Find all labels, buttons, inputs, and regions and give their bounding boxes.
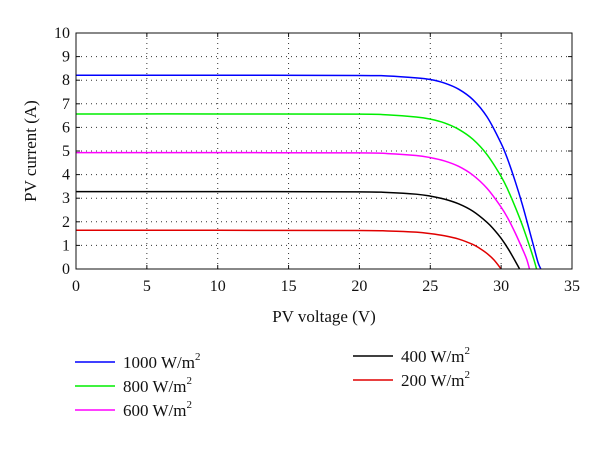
x-tick-label: 15 [281,278,297,295]
y-axis-label: PV current (A) [21,100,40,202]
legend-label-superscript: 2 [195,351,201,363]
y-tick-label: 7 [62,96,70,113]
x-tick-label: 5 [143,278,151,295]
y-tick-label: 1 [62,237,70,254]
legend-label-superscript: 2 [186,375,192,387]
legend-label-0: 1000 W/m2 [123,351,200,372]
series-lines [75,74,542,270]
y-tick-label: 3 [62,190,70,207]
y-tick-label: 5 [62,143,70,160]
y-tick-label: 6 [62,119,70,136]
x-tick-label: 10 [210,278,226,295]
tick-marks [75,32,573,270]
legend-label-text: 400 W/m [401,347,464,366]
x-tick-label: 30 [493,278,509,295]
x-axis-label: PV voltage (V) [272,307,376,326]
y-tick-label: 8 [62,72,70,89]
series-line-2 [75,151,531,270]
legend-label-3: 400 W/m2 [401,345,470,366]
legend-label-superscript: 2 [464,345,470,357]
series-line-0 [75,74,542,270]
x-tick-label: 25 [422,278,438,295]
y-tick-label: 0 [62,261,70,278]
series-line-1 [75,113,538,270]
series-line-4 [75,229,502,270]
x-tick-label: 0 [72,278,80,295]
legend-label-text: 1000 W/m [123,353,195,372]
legend-label-text: 600 W/m [123,401,186,420]
x-tick-label: 35 [564,278,580,295]
x-tick-label: 20 [351,278,367,295]
legend-label-4: 200 W/m2 [401,369,470,390]
y-tick-labels: 0 1 2 3 4 5 6 7 8 9 10 [54,25,70,278]
legend-label-superscript: 2 [464,369,470,381]
y-tick-label: 4 [62,167,70,184]
x-tick-labels: 0 5 10 15 20 25 30 35 [72,278,580,295]
series-line-3 [75,190,521,270]
legend-label-text: 800 W/m [123,377,186,396]
legend-label-superscript: 2 [186,399,192,411]
y-tick-label: 9 [62,49,70,66]
y-tick-label: 2 [62,214,70,231]
y-tick-label: 10 [54,25,70,42]
legend-label-1: 800 W/m2 [123,375,192,396]
legend-label-text: 200 W/m [401,371,464,390]
legend-label-2: 600 W/m2 [123,399,192,420]
